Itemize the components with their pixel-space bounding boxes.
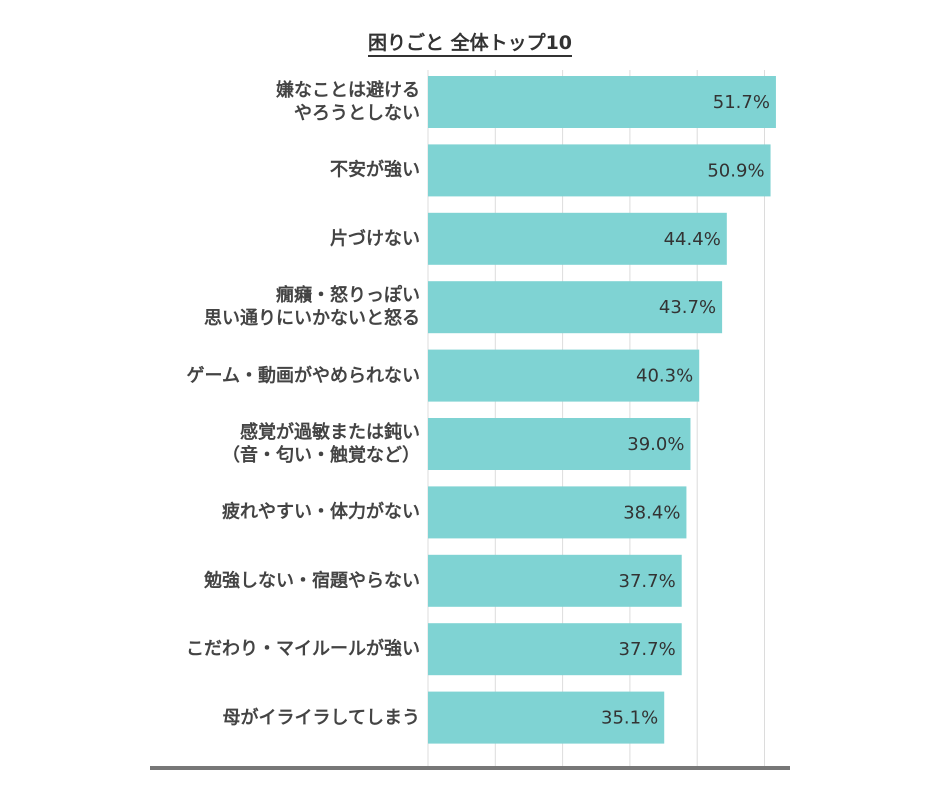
value-label: 44.4% (664, 229, 721, 250)
category-label: 癇癪・怒りっぽい 思い通りにいかないと怒る (204, 285, 420, 330)
bar (428, 144, 771, 197)
category-label: こだわり・マイルールが強い (186, 638, 420, 660)
bar (428, 691, 665, 744)
category-label: 勉強しない・宿題やらない (204, 570, 420, 592)
chart-card: 51.7% 50.9% 44.4% 43.7% 40.3% 39.0% 38.4% 37.7%… (150, 18, 790, 770)
value-label: 39.0% (627, 434, 684, 455)
bar (428, 349, 700, 402)
value-label: 40.3% (636, 366, 693, 387)
category-label: 片づけない (330, 228, 420, 250)
value-label: 37.7% (619, 639, 676, 660)
category-label: 不安が強い (330, 159, 420, 181)
value-label: 50.9% (707, 160, 764, 181)
bar (428, 554, 682, 607)
value-label: 43.7% (659, 297, 716, 318)
chart-title: 困りごと 全体トップ10 (367, 32, 573, 57)
value-label: 37.7% (619, 571, 676, 592)
category-label: 母がイライラしてしまう (222, 707, 420, 729)
category-label: 感覚が過敏または鈍い （音・匂い・触覚など） (222, 422, 420, 466)
category-label: 疲れやすい・体力がない (222, 501, 420, 523)
value-label: 51.7% (713, 92, 770, 113)
bar (428, 76, 776, 128)
title-wrap: 困りごと 全体トップ10 (150, 28, 790, 57)
value-label: 35.1% (601, 708, 658, 729)
bar (428, 281, 723, 334)
chart: 51.7% 50.9% 44.4% 43.7% 40.3% 39.0% 38.4% 37.7%… (427, 70, 776, 766)
bar (428, 623, 682, 676)
category-label: 嫌なことは避ける やろうとしない (276, 80, 420, 124)
bar (428, 212, 727, 265)
bar (428, 486, 687, 539)
bar (428, 418, 691, 470)
value-label: 38.4% (623, 502, 680, 523)
category-label: ゲーム・動画がやめられない (186, 365, 420, 387)
